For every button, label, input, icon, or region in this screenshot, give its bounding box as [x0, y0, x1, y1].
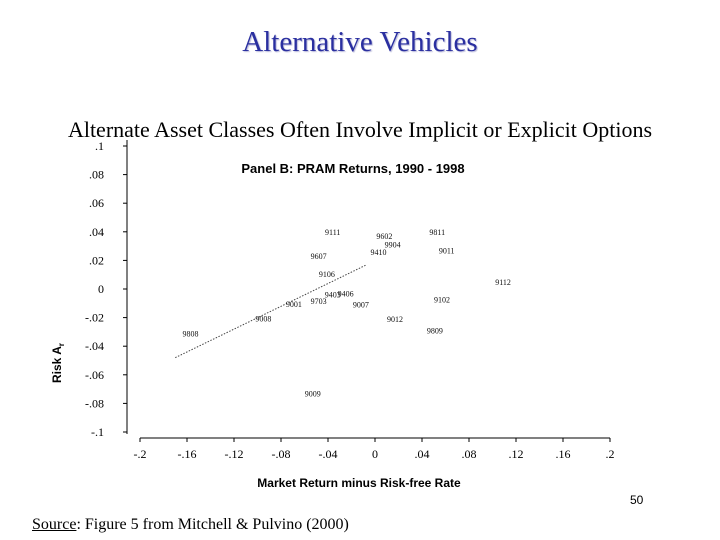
data-point: 9007: [353, 301, 369, 310]
y-tick-label: 0: [98, 282, 104, 296]
y-tick-label: .1: [95, 139, 104, 153]
x-tick-label: -.08: [272, 447, 291, 461]
source-text: : Figure 5 from Mitchell & Pulvino (2000…: [76, 516, 349, 533]
x-tick-label: .08: [462, 447, 477, 461]
y-tick-label: .02: [89, 253, 104, 267]
data-point: 9703: [311, 297, 327, 306]
y-tick-label: -.1: [91, 425, 104, 439]
data-point: 9809: [427, 326, 443, 335]
data-point: 9602: [376, 232, 392, 241]
x-tick-label: .2: [606, 447, 615, 461]
data-point: 9811: [429, 228, 445, 237]
data-point: 9403: [325, 291, 341, 300]
y-tick-label: -.02: [85, 311, 104, 325]
data-point: 9808: [183, 329, 199, 338]
axes: .1 .08 .06 .04 .02 0 -.02 -.04 -.06 -.08 -.1 -.2 -.1…: [85, 139, 615, 461]
page-number: 50: [630, 493, 644, 507]
y-tick-label: -.08: [85, 396, 104, 410]
source-citation: Source: Figure 5 from Mitchell & Pulvino…: [32, 516, 349, 534]
data-point: 9008: [255, 314, 271, 323]
x-tick-label: -.12: [225, 447, 244, 461]
y-axis-label-subscript: r: [57, 343, 66, 346]
fit-line: [175, 264, 367, 359]
chart-title: Panel B: PRAM Returns, 1990 - 1998: [241, 161, 464, 176]
data-point: 9102: [434, 296, 450, 305]
y-axis-label-group: Risk Ar: [50, 343, 66, 383]
data-point: 9112: [495, 278, 511, 287]
data-point: 9001: [286, 300, 302, 309]
data-point: 9011: [439, 246, 455, 255]
x-tick-label: -.04: [319, 447, 338, 461]
source-label: Source: [32, 516, 77, 533]
slide-title: Alternative Vehicles: [242, 26, 478, 58]
x-tick-label: .04: [415, 447, 430, 461]
data-point: 9009: [305, 389, 321, 398]
y-axis-label-main: Risk A: [50, 346, 64, 383]
data-point: 9904: [385, 241, 401, 250]
data-point: 9106: [319, 270, 335, 279]
data-point: 9111: [325, 228, 340, 237]
y-tick-label: .06: [89, 196, 104, 210]
y-tick-label: -.06: [85, 368, 104, 382]
x-tick-label: -.2: [134, 447, 147, 461]
data-point: 9410: [371, 248, 387, 257]
y-tick-label: -.04: [85, 339, 104, 353]
x-tick-label: .12: [509, 447, 524, 461]
data-point: 9012: [387, 315, 403, 324]
x-tick-label: .16: [556, 447, 571, 461]
slide-subtitle: Alternate Asset Classes Often Involve Im…: [67, 117, 653, 142]
y-tick-label: .04: [89, 225, 104, 239]
y-tick-label: .08: [89, 168, 104, 182]
fit-line-group: [175, 264, 367, 359]
x-tick-label: 0: [372, 447, 378, 461]
data-points: 9808 9008 9001 9703 9009 9111 9607 9106 94039406…: [183, 228, 511, 399]
y-axis-label: Risk Ar: [50, 343, 66, 383]
data-point: 9607: [311, 252, 327, 261]
x-axis-label: Market Return minus Risk-free Rate: [257, 476, 461, 490]
x-tick-label: -.16: [178, 447, 197, 461]
data-point: 9406: [338, 289, 354, 298]
